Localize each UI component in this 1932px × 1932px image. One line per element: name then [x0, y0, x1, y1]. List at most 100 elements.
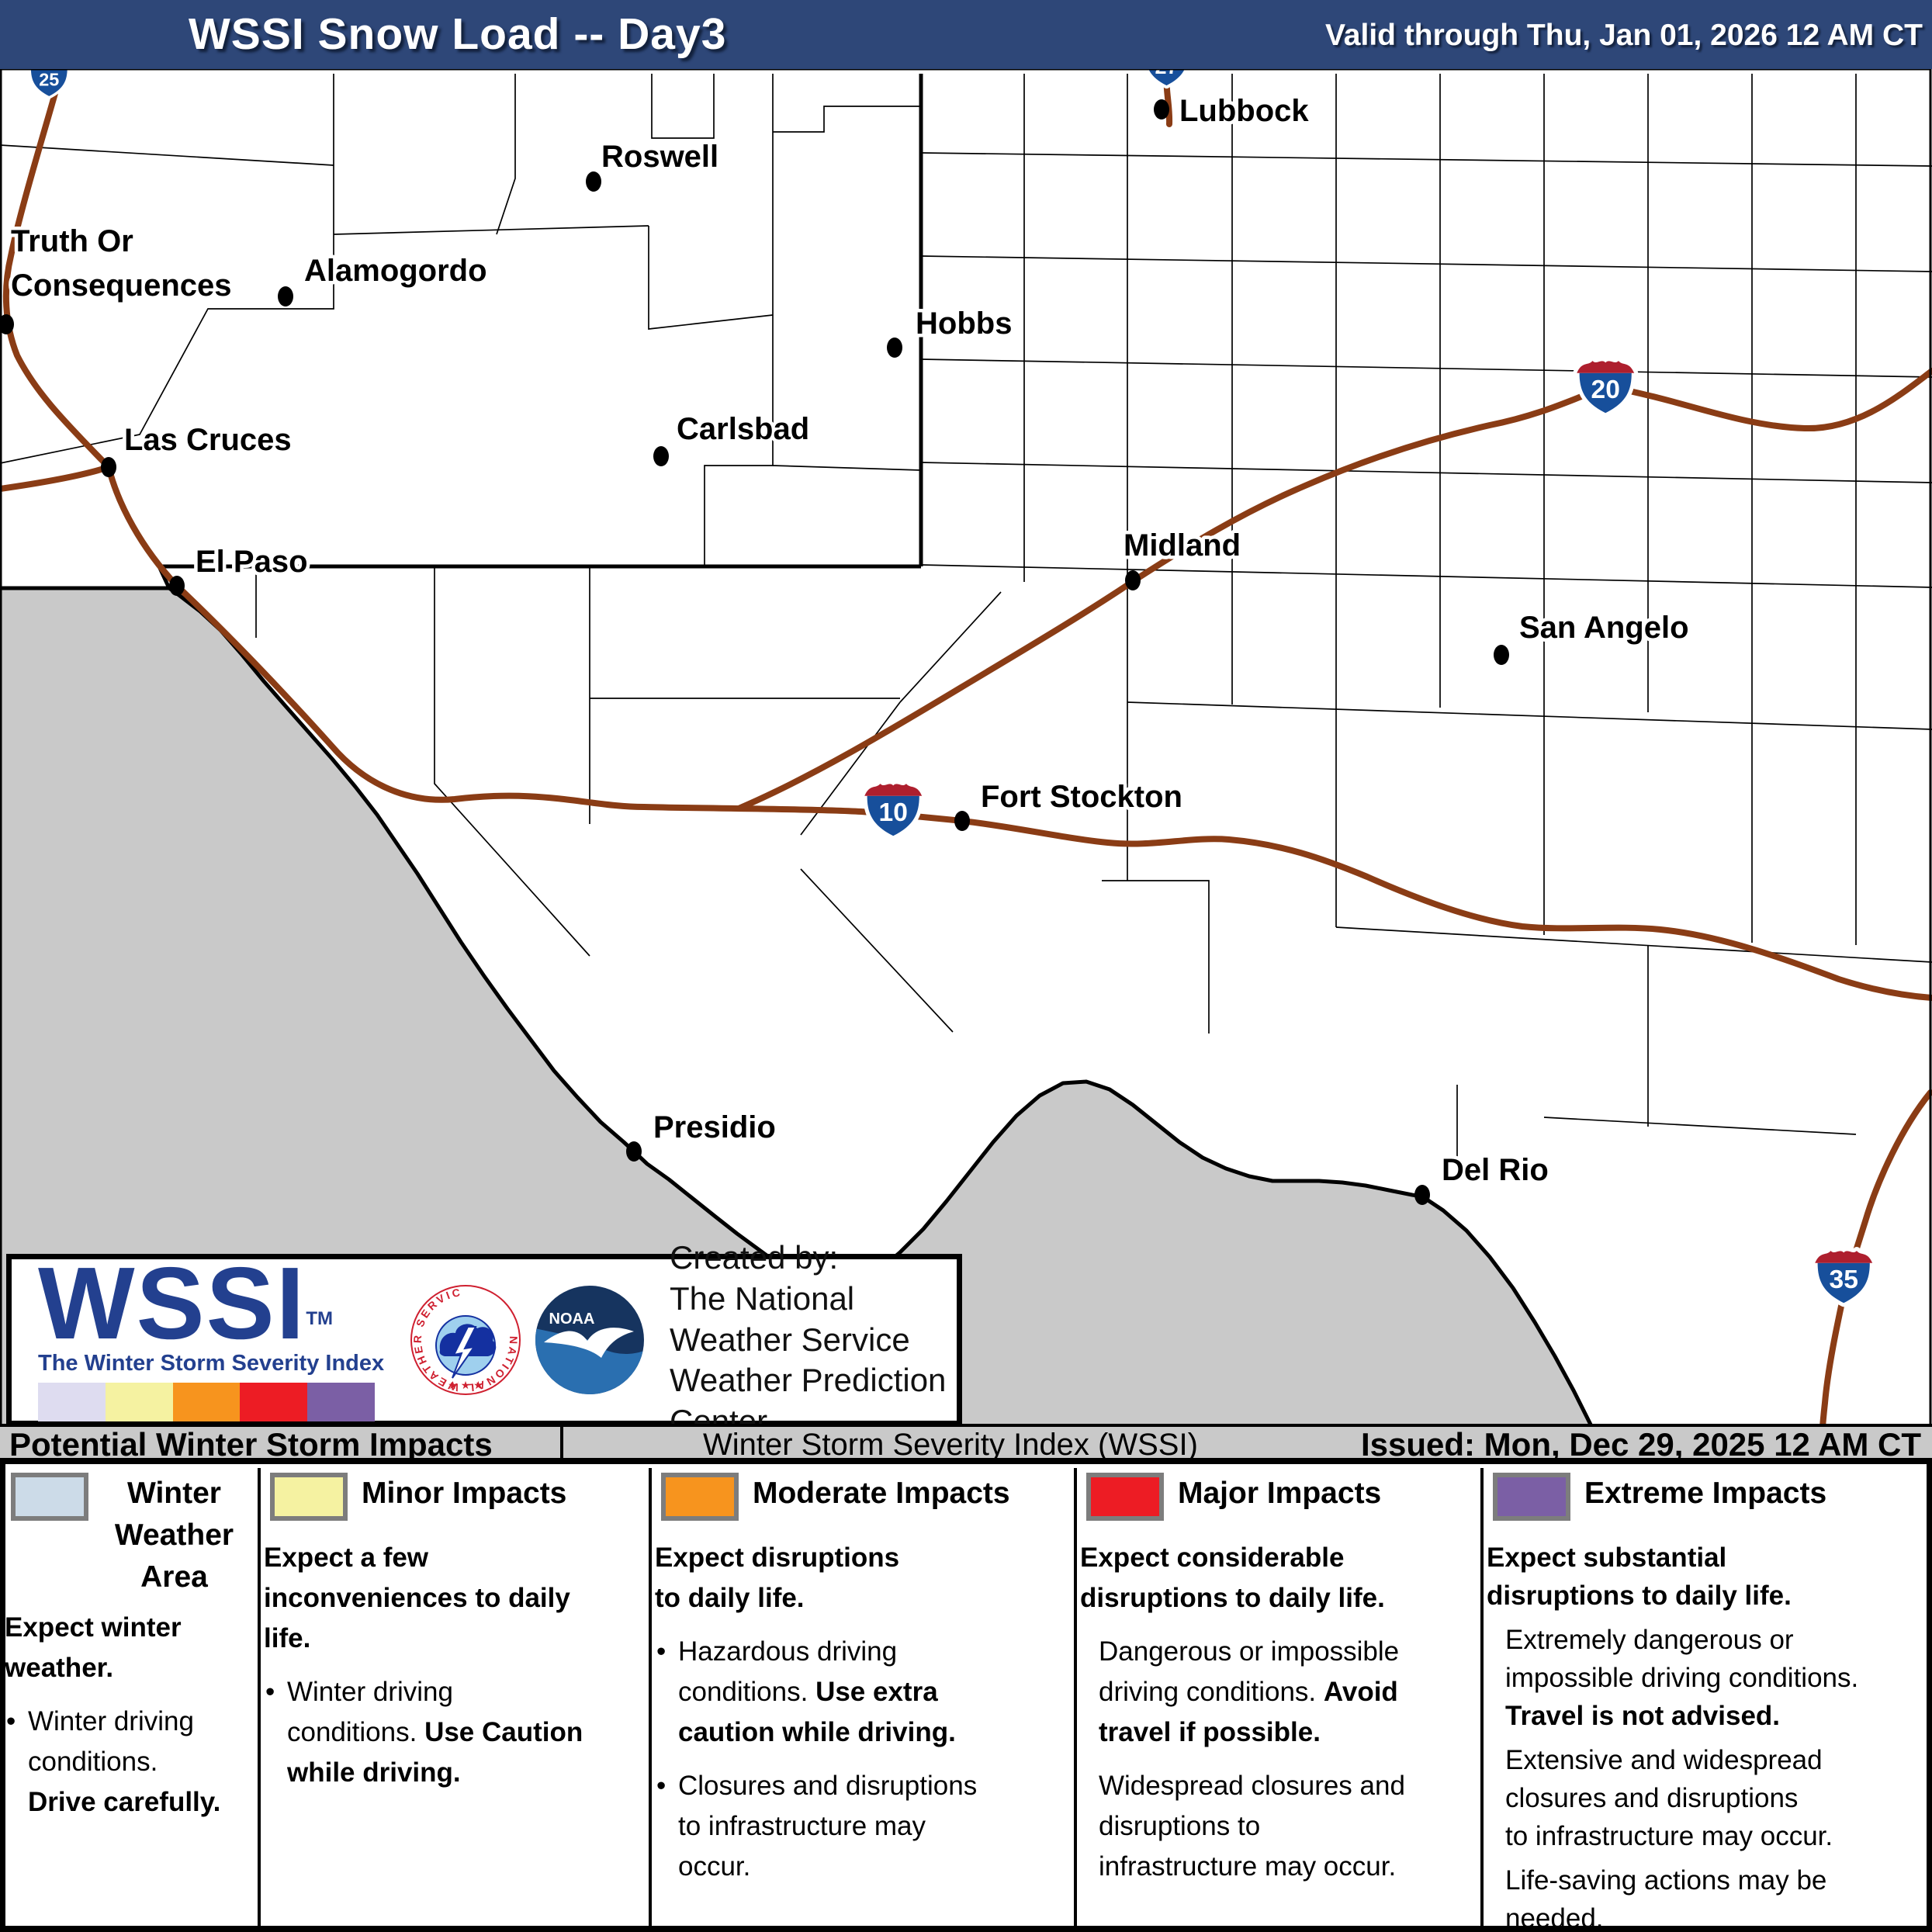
mexico-region	[0, 588, 1611, 1461]
valid-through-text: Valid through Thu, Jan 01, 2026 12 AM CT	[1324, 19, 1923, 52]
noaa-logo-icon: NOAA	[535, 1286, 644, 1394]
city-truth-or-consequences: Truth Or Consequences	[0, 221, 235, 334]
legend-bullet: •	[656, 1771, 667, 1801]
legend-text-line: Travel is not advised.	[1505, 1701, 1781, 1731]
legend-text-line: Drive carefully.	[28, 1787, 221, 1817]
interstate-25-road	[2, 71, 180, 589]
city-label: Del Rio	[1442, 1153, 1549, 1187]
legend-column-divider	[1480, 1468, 1484, 1926]
svg-text:10: 10	[879, 798, 908, 827]
legend-text-line: life.	[264, 1623, 311, 1653]
winter-weather-area-swatch	[11, 1473, 88, 1521]
city-label: Roswell	[601, 140, 718, 174]
extreme-impacts-title: Extreme Impacts	[1584, 1477, 1827, 1510]
legend-text-line: conditions. Use Caution	[287, 1717, 583, 1747]
legend-text-line: Winter driving	[287, 1677, 453, 1707]
agency-logos: NATIONAL WEATHER SERVICE ★ ★ ★ NOAA	[409, 1283, 646, 1397]
svg-text:20: 20	[1591, 376, 1620, 404]
interstate-roads	[0, 71, 1932, 1464]
city-lubbock: Lubbock	[1154, 91, 1313, 132]
city-label: Midland	[1124, 528, 1241, 563]
city-label: Consequences	[11, 268, 232, 303]
impact-bar-heading: Potential Winter Storm Impacts	[9, 1426, 493, 1463]
city-dot	[954, 811, 970, 831]
legend-text-line: conditions.	[28, 1747, 158, 1777]
attribution-box: WSSITM The Winter Storm Severity Index N…	[6, 1239, 962, 1439]
wssi-wordmark: WSSI	[38, 1246, 306, 1361]
legend-text-line: Extensive and widespread	[1505, 1745, 1823, 1775]
city-fort-stockton: Fort Stockton	[954, 777, 1186, 831]
city-label: Lubbock	[1179, 94, 1309, 128]
city-dot	[169, 576, 185, 596]
city-dot	[887, 338, 902, 358]
wssi-ramp-segment	[105, 1382, 173, 1421]
wssi-tagline: The Winter Storm Severity Index	[38, 1350, 385, 1376]
winter-weather-area-title-line: Weather	[114, 1518, 234, 1552]
legend-text-line: disruptions to daily life.	[1487, 1581, 1792, 1611]
legend-text-line: disruptions to	[1099, 1811, 1261, 1841]
city-label: Alamogordo	[304, 254, 487, 288]
legend-text-line: driving conditions. Avoid	[1099, 1677, 1398, 1707]
city-markers: Lubbock Roswell Truth Or Consequences Alamog…	[0, 91, 1692, 1205]
minor-impacts-swatch	[270, 1473, 348, 1521]
city-dot	[1125, 570, 1141, 590]
moderate-impacts-title: Moderate Impacts	[753, 1477, 1010, 1510]
page-title: WSSI Snow Load -- Day3	[189, 9, 727, 59]
legend-text-line: infrastructure may occur.	[1099, 1851, 1397, 1882]
header-bar: WSSI Snow Load -- Day3 Valid through Thu…	[0, 0, 1932, 69]
legend-bullet: •	[6, 1706, 16, 1736]
legend-text-line: Expect disruptions	[655, 1542, 900, 1573]
city-midland: Midland	[1120, 525, 1245, 590]
interstate-10-west-road	[0, 464, 112, 492]
legend-text-line: while driving.	[287, 1757, 461, 1788]
legend-text-line: weather.	[5, 1653, 114, 1683]
wssi-ramp-segment	[38, 1382, 106, 1421]
svg-text:25: 25	[39, 70, 59, 90]
legend-text-line: Winter driving	[28, 1706, 194, 1736]
legend-column-divider	[649, 1468, 652, 1926]
city-label: Carlsbad	[677, 412, 809, 446]
legend-text-line: Life-saving actions may be	[1505, 1865, 1827, 1896]
created-line: The National Weather Service	[670, 1279, 910, 1358]
city-dot	[653, 446, 669, 466]
city-carlsbad: Carlsbad	[653, 409, 813, 466]
city-label: Las Cruces	[124, 423, 292, 457]
legend-text-line: Dangerous or impossible	[1099, 1636, 1400, 1667]
wssi-logo: WSSITM The Winter Storm Severity Index	[12, 1252, 395, 1421]
moderate-impacts-swatch	[661, 1473, 739, 1521]
city-el-paso: El Paso	[169, 542, 311, 596]
legend-bullet: •	[265, 1677, 275, 1707]
legend-text-line: Expect substantial	[1487, 1542, 1727, 1573]
major-impacts-title: Major Impacts	[1178, 1477, 1382, 1510]
legend-column-divider	[1074, 1468, 1077, 1926]
nws-logo-icon: NATIONAL WEATHER SERVICE ★ ★ ★	[409, 1283, 521, 1395]
legend-text-line: occur.	[678, 1851, 751, 1882]
legend-text-line: Expect winter	[5, 1612, 182, 1643]
city-presidio: Presidio	[626, 1107, 779, 1162]
created-line: Created by:	[670, 1238, 839, 1276]
interstate-20-shield: 20	[1573, 357, 1639, 417]
city-dot	[1494, 645, 1509, 665]
legend-text-line: to infrastructure may occur.	[1505, 1821, 1833, 1851]
legend-text-line: Extremely dangerous or	[1505, 1625, 1794, 1655]
city-hobbs: Hobbs	[887, 303, 1016, 358]
county-boundaries	[0, 74, 1932, 1182]
legend-text-line: needed.	[1505, 1903, 1604, 1932]
legend-text-line: Widespread closures and	[1099, 1771, 1405, 1801]
legend-text-line: disruptions to daily life.	[1080, 1583, 1385, 1613]
city-label: Presidio	[653, 1110, 776, 1144]
legend-text-line: impossible driving conditions.	[1505, 1663, 1859, 1693]
extreme-impacts-swatch	[1493, 1473, 1570, 1521]
legend-text-line: Closures and disruptions	[678, 1771, 978, 1801]
city-las-cruces: Las Cruces	[101, 420, 295, 477]
interstate-20-road	[736, 368, 1932, 812]
legend-column-divider	[258, 1468, 261, 1926]
issued-timestamp: Issued: Mon, Dec 29, 2025 12 AM CT	[1360, 1426, 1921, 1463]
legend-text-line: Hazardous driving	[678, 1636, 898, 1667]
wssi-ramp-segment	[307, 1382, 375, 1421]
legend-text-line: to daily life.	[655, 1583, 805, 1613]
legend-text-line: travel if possible.	[1099, 1717, 1321, 1747]
legend-panel	[0, 1461, 1932, 1932]
